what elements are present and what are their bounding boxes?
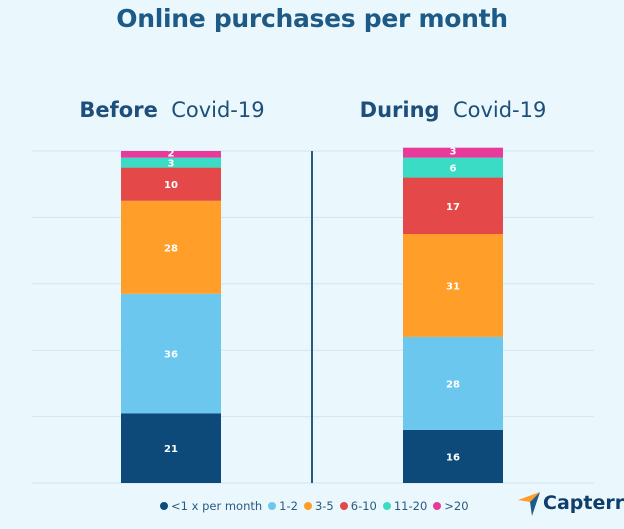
data-label: 16: [446, 452, 460, 463]
data-label: 10: [164, 180, 178, 191]
legend-label: 1-2: [279, 499, 298, 513]
bar-segment: [121, 157, 221, 168]
legend-dot: [160, 502, 168, 510]
data-label: 3: [450, 147, 457, 158]
legend-item: 6-10: [339, 499, 377, 513]
legend: <1 x per month 1-2 3-5 6-10 11-20 >20: [160, 499, 469, 513]
bar-segment: [121, 413, 221, 483]
bar-segment: [403, 336, 503, 430]
data-label: 28: [446, 379, 460, 390]
legend-dot: [433, 502, 442, 510]
legend-label: <1 x per month: [171, 499, 263, 513]
legend-label: 6-10: [350, 499, 377, 513]
bar-segment: [121, 293, 221, 414]
capterra-logo-icon: [518, 492, 540, 516]
legend-item: 3-5: [303, 499, 334, 513]
chart-title: Online purchases per month: [116, 4, 508, 33]
bar-segment: [121, 151, 221, 158]
bar-segment: [121, 200, 221, 294]
legend-item: 11-20: [382, 499, 428, 513]
legend-dot: [268, 502, 277, 510]
bar-segment: [403, 429, 503, 483]
bar-segment: [121, 167, 221, 201]
legend-dot: [303, 502, 312, 510]
data-label: 21: [164, 444, 178, 455]
legend-dot: [382, 502, 391, 510]
bar-segment: [403, 157, 503, 178]
data-label: 17: [446, 202, 460, 213]
bar-segment: [403, 234, 503, 337]
data-label: 31: [446, 281, 460, 292]
legend-label: 3-5: [314, 499, 334, 513]
before-heading: Before Covid-19: [79, 98, 265, 122]
data-label: 2: [168, 148, 175, 159]
capterra-logo: Capterra: [518, 490, 624, 516]
legend-label: >20: [444, 499, 469, 513]
legend-item: 1-2: [268, 499, 298, 513]
legend-dot: [339, 502, 348, 510]
data-label: 36: [164, 350, 178, 361]
data-label: 3: [168, 159, 175, 170]
bar-segment: [403, 147, 503, 158]
bar-segment: [403, 177, 503, 234]
during-heading: During Covid-19: [359, 98, 547, 122]
data-label: 28: [164, 243, 178, 254]
legend-item: <1 x per month: [160, 499, 262, 513]
legend-item: >20: [433, 499, 469, 513]
data-label: 6: [450, 164, 457, 175]
legend-label: 11-20: [393, 499, 428, 513]
